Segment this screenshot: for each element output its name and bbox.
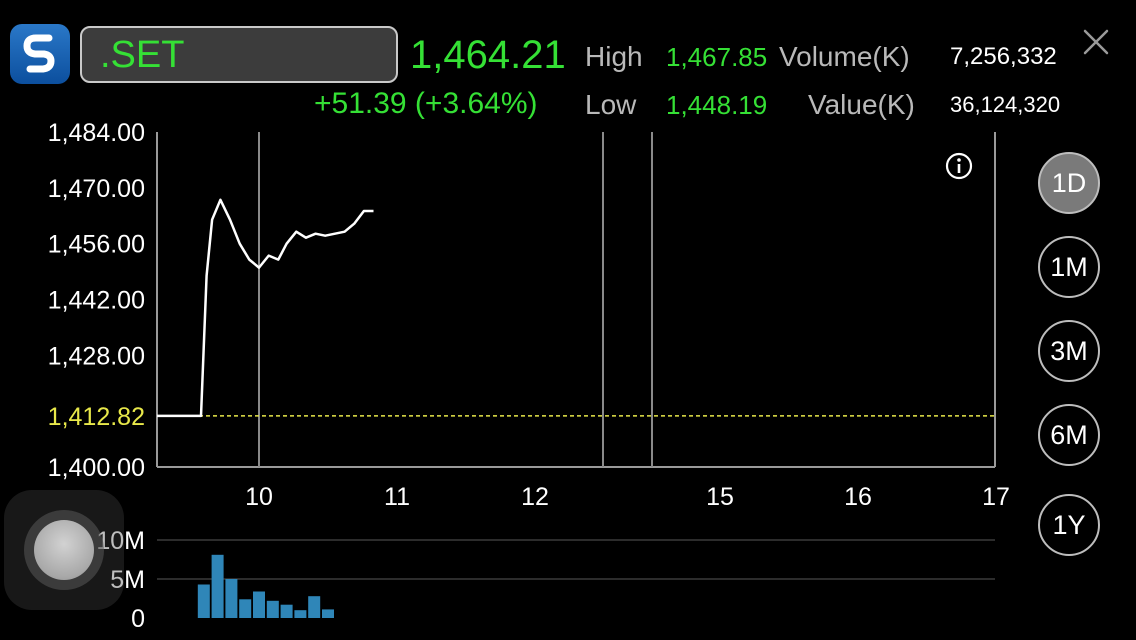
floating-button[interactable] xyxy=(34,520,94,580)
low-label: Low xyxy=(585,89,637,120)
y-tick-label: 1,428.00 xyxy=(48,342,145,370)
y-tick-label: 1,484.00 xyxy=(48,120,145,147)
high-value: 1,467.85 xyxy=(666,42,768,72)
high-label: High xyxy=(585,41,643,72)
volume-bar xyxy=(308,596,321,618)
volume-bar xyxy=(225,579,238,618)
period-button-1d[interactable]: 1D xyxy=(1038,152,1100,214)
volume-tick-label: 5M xyxy=(110,566,145,594)
volume-bar xyxy=(322,609,334,618)
reference-label: 1,412.82 xyxy=(48,403,145,431)
period-button-1m[interactable]: 1M xyxy=(1038,236,1100,298)
volume-bar xyxy=(253,591,265,618)
symbol-text: .SET xyxy=(100,34,185,76)
period-button-1y[interactable]: 1Y xyxy=(1038,494,1100,556)
symbol-search-field[interactable] xyxy=(80,26,398,83)
y-tick-label: 1,470.00 xyxy=(48,175,145,203)
x-tick-label: 11 xyxy=(384,483,410,511)
price-line xyxy=(157,198,374,418)
period-button-6m[interactable]: 6M xyxy=(1038,404,1100,466)
y-tick-label: 1,400.00 xyxy=(48,454,145,482)
volume-bar xyxy=(266,600,279,618)
volume-value: 7,256,332 xyxy=(950,43,1057,70)
volume-bar xyxy=(197,584,210,618)
period-button-3m[interactable]: 3M xyxy=(1038,320,1100,382)
x-tick-label: 16 xyxy=(844,483,872,511)
volume-bar xyxy=(239,599,252,618)
low-value: 1,448.19 xyxy=(666,90,768,120)
value-label: Value(K) xyxy=(808,89,915,120)
y-tick-label: 1,456.00 xyxy=(48,231,145,259)
value-value: 36,124,320 xyxy=(950,92,1061,117)
x-tick-label: 12 xyxy=(521,483,549,511)
y-tick-label: 1,442.00 xyxy=(48,287,145,315)
last-price: 1,464.21 xyxy=(410,33,566,77)
price-change: +51.39 (+3.64%) xyxy=(314,87,538,120)
volume-bar xyxy=(280,604,293,618)
volume-bar xyxy=(294,610,307,618)
price-chart[interactable]: 1,484.00 1,470.00 1,456.00 1,442.00 1,428.00… xyxy=(0,120,1030,630)
app-logo-icon[interactable] xyxy=(10,24,70,84)
x-tick-label: 15 xyxy=(706,483,734,511)
volume-tick-label: 10M xyxy=(96,527,145,555)
volume-bar xyxy=(211,554,224,618)
x-tick-label: 10 xyxy=(245,483,273,511)
x-tick-label: 17 xyxy=(982,483,1010,511)
volume-label: Volume(K) xyxy=(779,41,910,72)
volume-tick-label: 0 xyxy=(131,605,145,630)
info-icon[interactable] xyxy=(945,152,973,180)
close-icon[interactable] xyxy=(1082,28,1110,56)
